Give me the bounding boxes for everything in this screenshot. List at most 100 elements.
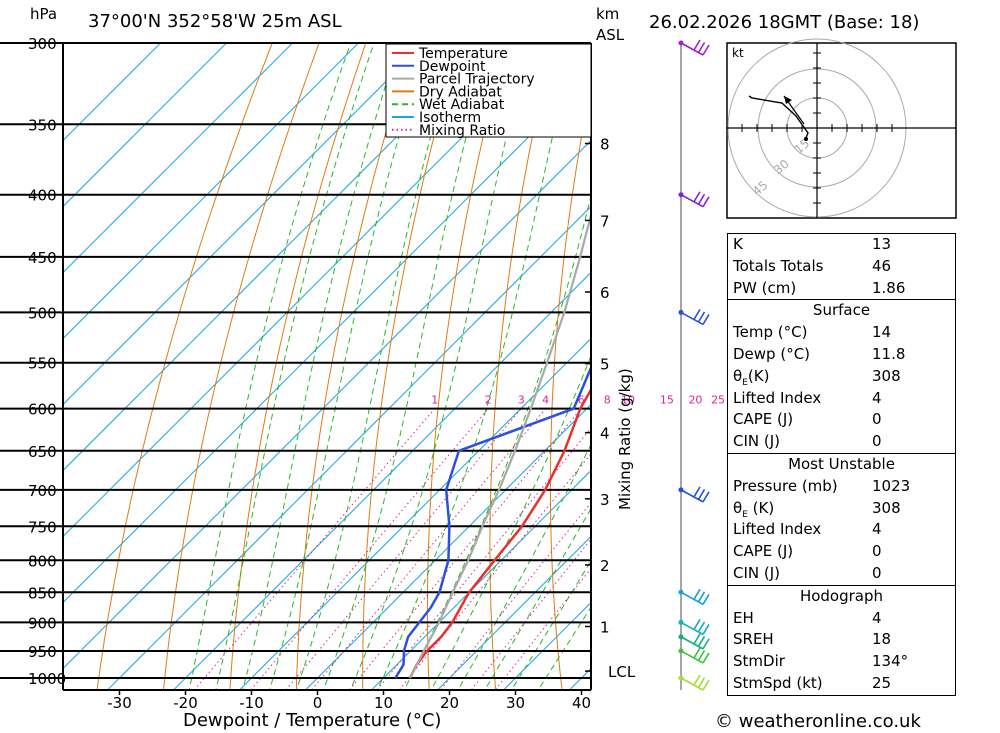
wet-adiabat-line: [242, 43, 400, 690]
wind-barb-shaft: [680, 42, 704, 56]
km-tick-label: 8: [600, 136, 610, 154]
datetime-title: 26.02.2026 18GMT (Base: 18): [649, 12, 919, 33]
sreh-value: 18: [872, 630, 892, 649]
wet-adiabat-line: [215, 43, 375, 690]
wind-barb-flag: [697, 591, 706, 603]
wind-barb-flag: [702, 652, 710, 664]
wet-adiabat-line: [537, 606, 591, 690]
eh-label: EH: [733, 608, 754, 627]
km-tick-label: 7: [600, 212, 610, 230]
surface-cape-label: CAPE (J): [733, 410, 794, 429]
dry-adiabat-line: [974, 7, 1000, 704]
pressure-tick-label: 650: [28, 443, 57, 461]
dry-adiabat-line: [96, 43, 273, 690]
wind-barb-shaft: [680, 677, 704, 691]
legend-box: [385, 43, 592, 138]
mixing-ratio-axis-label: Mixing Ratio (g/kg): [616, 368, 634, 510]
wind-barb: [678, 309, 710, 326]
x-tick-label: -10: [239, 694, 264, 712]
surface-dewp-label: Dewp (°C): [733, 344, 811, 363]
stmspd-label: StmSpd (kt): [733, 673, 823, 692]
mixing-ratio-tick-label: 8: [604, 394, 611, 407]
mixing-ratio-line: [398, 453, 591, 690]
profile-lines: [394, 210, 591, 679]
hodograph-end-dot: [804, 137, 808, 141]
storm-motion-arrowhead: [784, 96, 792, 104]
wind-barb-flag: [693, 191, 701, 203]
mu-li-label: Lifted Index: [733, 520, 822, 539]
x-axis-label: Dewpoint / Temperature (°C): [183, 710, 441, 731]
x-tick-label: 0: [313, 694, 323, 712]
surface-section: Surface Temp (°C) 14 Dewp (°C) 11.8 θE(K) 3…: [728, 299, 955, 453]
hodograph-trace: [748, 95, 809, 141]
wet-adiabat-line: [403, 193, 591, 690]
pressure-tick-label: 300: [28, 35, 57, 53]
wind-barb-shaft: [680, 650, 704, 664]
legend-item-label: Parcel Trajectory: [419, 72, 535, 88]
wet-adiabat-line: [457, 443, 591, 690]
wind-barb: [678, 39, 710, 56]
indices-section: K 13 Totals Totals 46 PW (cm) 1.86: [728, 234, 955, 299]
isotherm-line: [63, 43, 294, 274]
pressure-tick-label: 850: [28, 584, 57, 602]
wind-barb: [678, 486, 710, 503]
wind-barb-flag: [693, 633, 701, 645]
x-tick-label: 10: [374, 694, 393, 712]
lcl-label: LCL: [608, 663, 636, 681]
pressure-tick-label: 400: [28, 187, 57, 205]
wind-barb-flag: [693, 619, 701, 630]
wind-barb-flag: [697, 650, 706, 661]
legend-item-label: Wet Adiabat: [419, 97, 505, 113]
totals-value: 46: [872, 256, 892, 275]
dry-adiabat-line: [426, 43, 507, 690]
wind-barb-flag: [697, 193, 706, 205]
dry-adiabat-line: [162, 43, 320, 690]
surface-title: Surface: [812, 301, 871, 320]
mu-cin-label: CIN (J): [733, 563, 781, 582]
wet-adiabat-line: [322, 43, 492, 690]
surface-cin-value: 0: [872, 432, 882, 451]
mixing-ratio-tick-label: 1: [431, 394, 438, 407]
wind-barb-flag: [702, 491, 710, 503]
mu-cape-value: 0: [872, 542, 882, 561]
isotherm-line: [63, 139, 591, 670]
wind-barb-flag: [702, 638, 710, 650]
wind-barb-flag: [693, 647, 701, 659]
wind-barb-flag: [697, 488, 706, 500]
wind-barb: [678, 674, 710, 691]
dry-adiabat-line: [362, 43, 460, 690]
wind-barb-flag: [697, 677, 706, 688]
pressure-tick-label: 900: [28, 614, 57, 632]
stmdir-value: 134°: [872, 652, 909, 671]
isotherm-line: [63, 43, 360, 340]
k-index-label: K: [733, 235, 743, 253]
mu-pressure-value: 1023: [872, 476, 911, 495]
surface-li-value: 4: [872, 388, 882, 407]
pressure-tick-label: 350: [28, 116, 57, 134]
wind-barb-shaft: [680, 194, 704, 208]
wind-barb-shaft: [680, 311, 704, 326]
km-tick-label: 4: [600, 425, 610, 443]
wind-barb-flag: [702, 196, 710, 208]
wet-adiabat-line: [188, 43, 352, 690]
mixing-ratio-tick-label: 10: [621, 394, 635, 407]
wind-barb-flag: [702, 44, 710, 56]
mixing-ratio-line: [285, 408, 522, 690]
km-tick-label: 1: [600, 619, 610, 637]
wind-barb-shaft: [680, 636, 704, 650]
wind-barb: [678, 191, 710, 208]
dewpoint-line: [394, 364, 591, 679]
temperature-line: [408, 387, 591, 679]
wind-barb: [678, 647, 710, 664]
wind-barb-flag: [697, 621, 706, 633]
pressure-tick-label: 800: [28, 552, 57, 570]
mu-theta-label: θE (K): [733, 498, 775, 520]
parcel-trajectory-line: [408, 210, 591, 679]
surface-li-label: Lifted Index: [733, 388, 822, 407]
pressure-tick-label: 700: [28, 482, 57, 500]
legend-item-label: Dewpoint: [419, 59, 486, 75]
mixing-ratio-line: [494, 567, 591, 690]
pw-label: PW (cm): [733, 278, 797, 297]
surface-theta-label: θE(K): [733, 366, 770, 388]
